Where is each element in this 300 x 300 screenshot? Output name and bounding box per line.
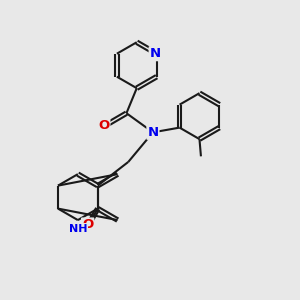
Text: NH: NH bbox=[69, 224, 87, 234]
Text: O: O bbox=[82, 218, 93, 232]
Text: O: O bbox=[98, 119, 110, 132]
Text: N: N bbox=[147, 126, 158, 139]
Text: N: N bbox=[150, 47, 161, 60]
